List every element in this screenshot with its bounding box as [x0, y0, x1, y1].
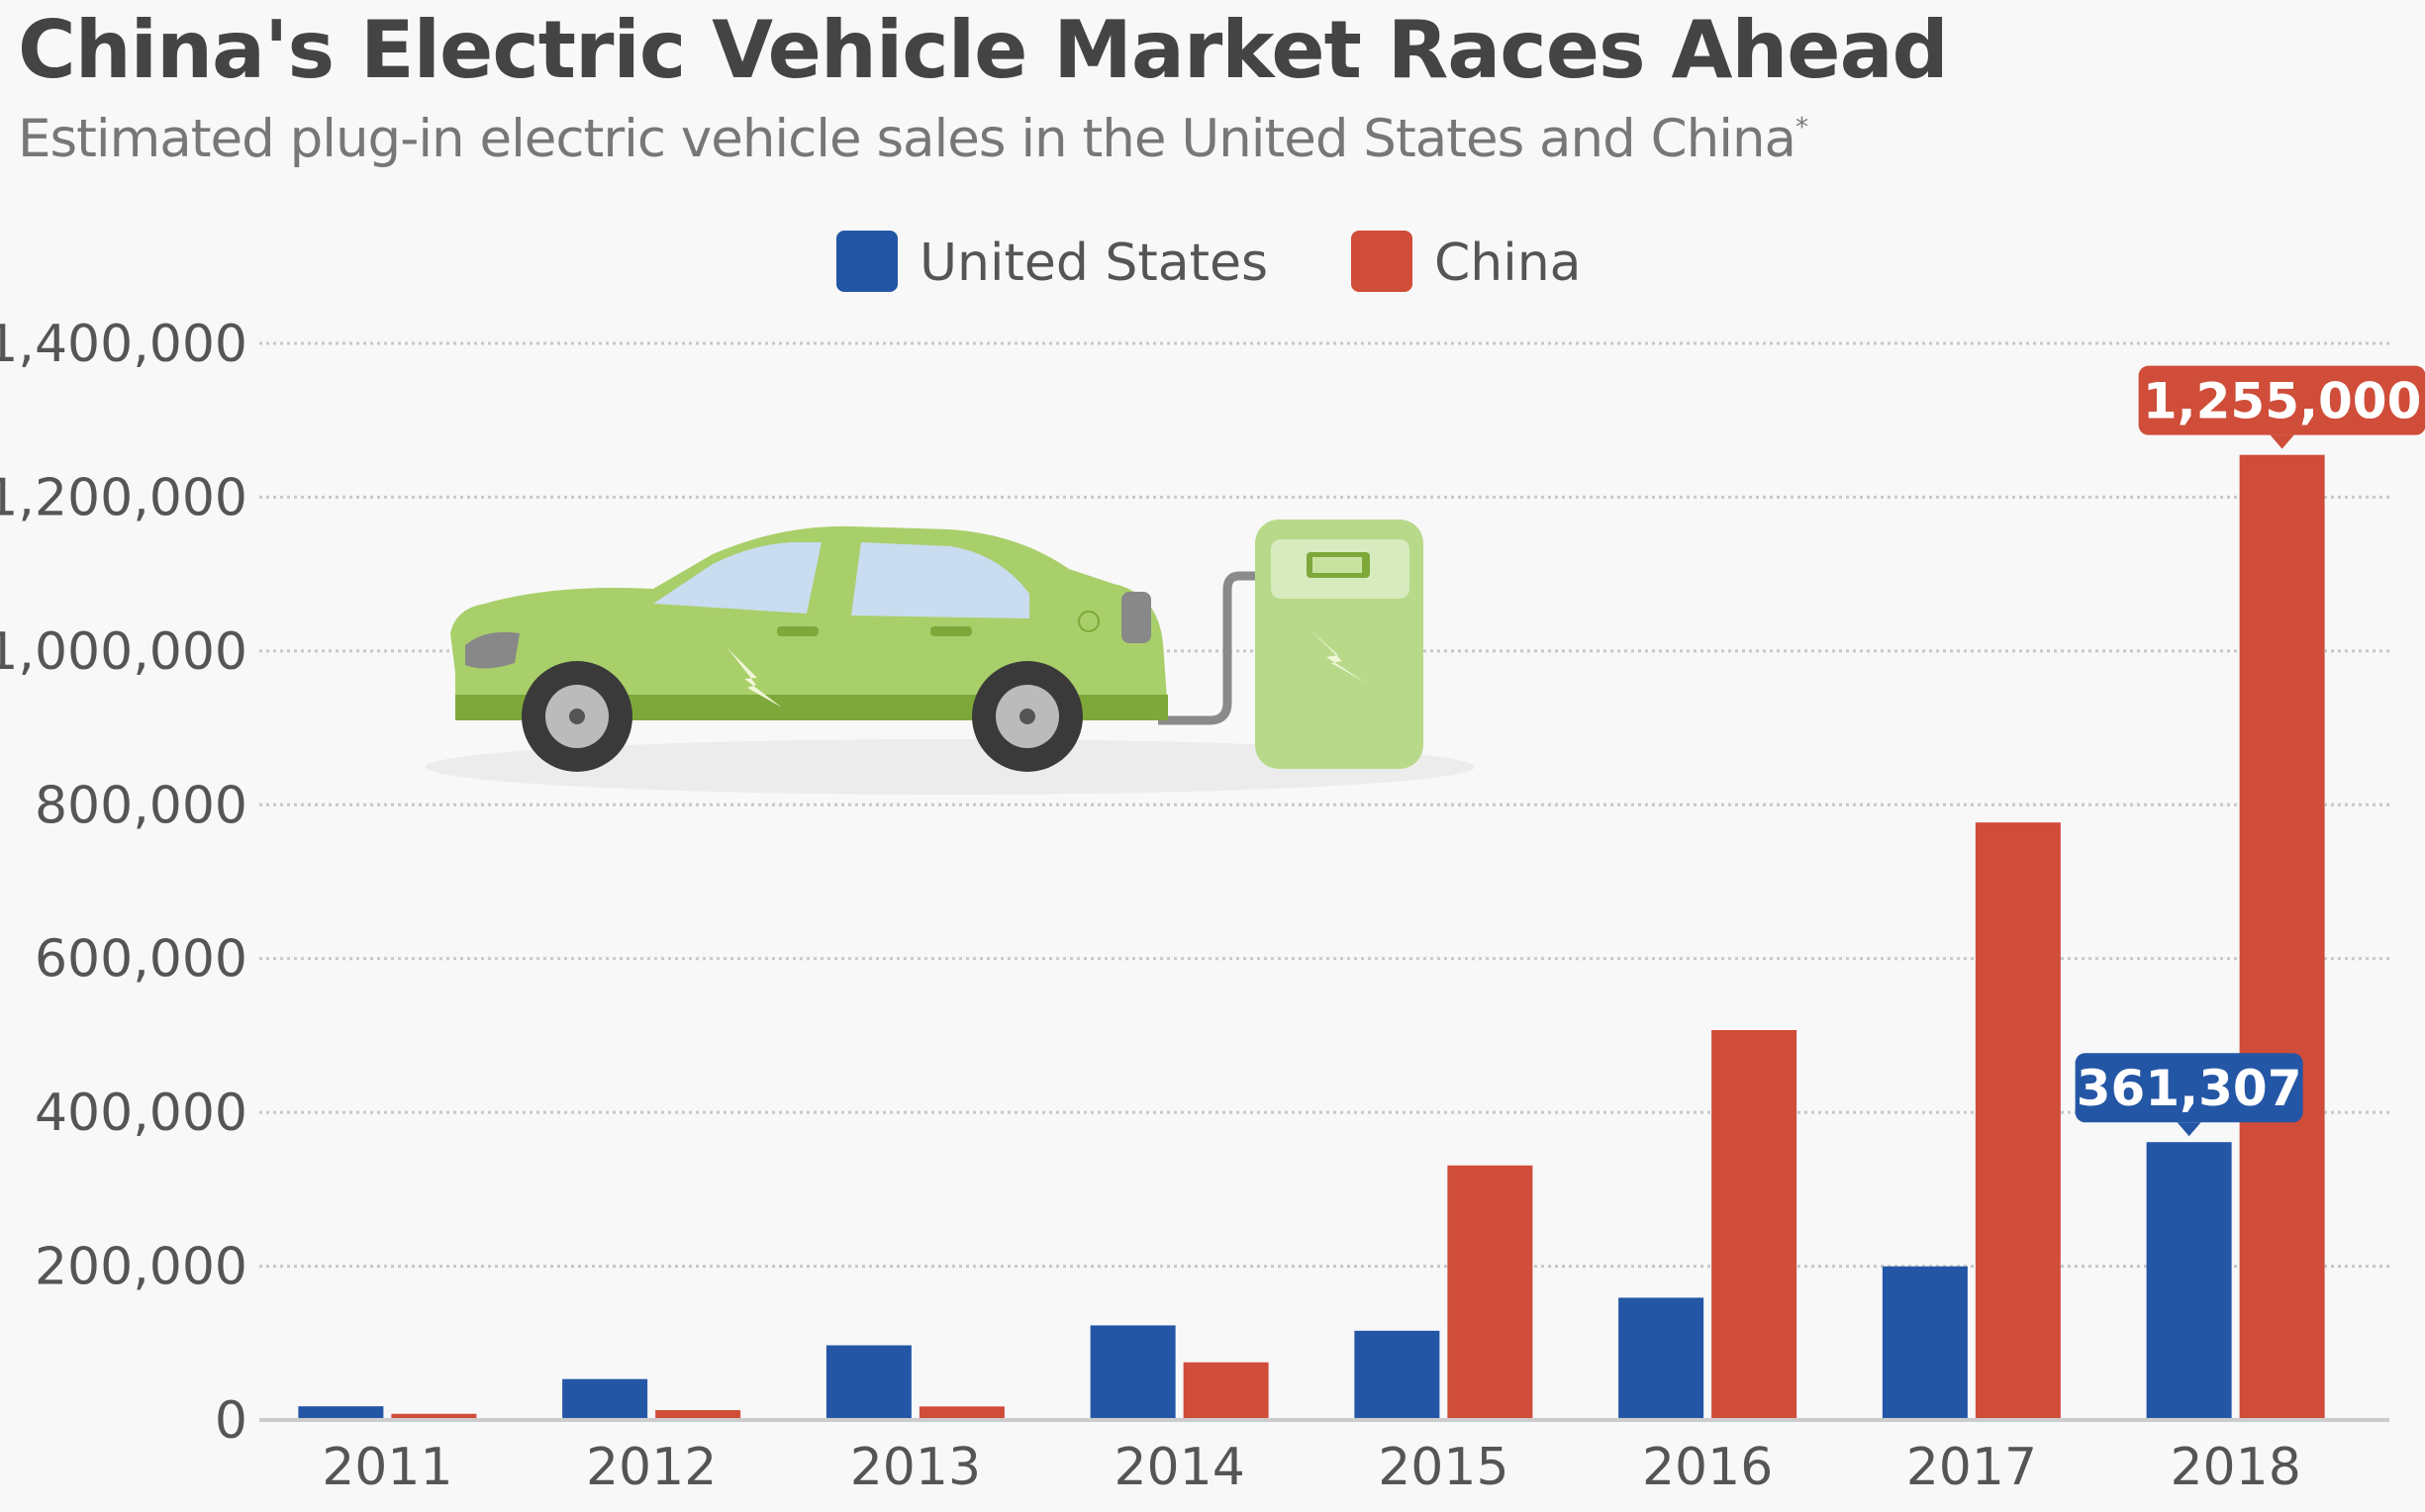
bar-china-2012[interactable]: [655, 1410, 741, 1420]
electric-car-illustration: [426, 520, 1475, 795]
ground-shadow: [426, 739, 1475, 795]
y-tick-label: 600,000: [35, 930, 247, 990]
callout-pointer: [2177, 1122, 2201, 1137]
legend-swatch-us: [836, 231, 898, 292]
callout-china: 1,255,000: [2138, 365, 2425, 449]
y-tick-label: 1,000,000: [0, 622, 247, 682]
legend-swatch-china: [1351, 231, 1412, 292]
value-callouts: 361,307 1,255,000: [2075, 365, 2425, 1137]
callout-pointer: [2270, 434, 2294, 449]
bar-china-2011[interactable]: [391, 1413, 477, 1420]
callout-us: 361,307: [2075, 1053, 2303, 1137]
y-tick-label: 400,000: [35, 1084, 247, 1143]
electric-car-icon: [450, 525, 1168, 772]
y-tick-label: 1,200,000: [0, 468, 247, 527]
x-tick-label: 2016: [1642, 1438, 1773, 1497]
bar-us-2017[interactable]: [1882, 1266, 1968, 1420]
bar-us-2012[interactable]: [562, 1378, 648, 1420]
bar-us-2018[interactable]: [2146, 1142, 2232, 1420]
footnote-mark: *: [1795, 113, 1808, 142]
y-tick-label: 0: [215, 1391, 247, 1451]
legend-label: China: [1434, 234, 1582, 293]
chart-title: China's Electric Vehicle Market Races Ah…: [18, 4, 1949, 96]
bar-us-2015[interactable]: [1354, 1330, 1440, 1420]
bar-china-2018[interactable]: [2239, 454, 2325, 1421]
y-axis-ticks: 0 200,000 400,000 600,000 800,000 1,000,000 1,…: [0, 315, 247, 1451]
bar-us-2014[interactable]: [1090, 1325, 1176, 1420]
bar-us-2011[interactable]: [298, 1406, 384, 1420]
bar-china-2014[interactable]: [1183, 1362, 1269, 1420]
bar-china-2017[interactable]: [1975, 822, 2061, 1420]
bar-china-2016[interactable]: [1711, 1029, 1797, 1420]
x-tick-label: 2014: [1114, 1438, 1244, 1497]
charging-station-icon: [1158, 520, 1423, 769]
callout-box: [2075, 1053, 2303, 1123]
x-tick-label: 2015: [1378, 1438, 1508, 1497]
x-tick-label: 2013: [850, 1438, 981, 1497]
chart-subtitle: Estimated plug-in electric vehicle sales…: [18, 109, 1808, 169]
x-axis-ticks: 2011 2012 2013 2014 2015 2016 2017 2018: [322, 1438, 2301, 1497]
bar-china-2015[interactable]: [1447, 1165, 1533, 1420]
x-tick-label: 2017: [1906, 1438, 2037, 1497]
legend: United States China: [836, 231, 1582, 293]
y-tick-label: 200,000: [35, 1238, 247, 1297]
bar-us-2013[interactable]: [825, 1345, 912, 1420]
bar-us-2016[interactable]: [1618, 1297, 1704, 1420]
callout-box: [2138, 365, 2425, 435]
callout-value: 1,255,000: [2143, 373, 2422, 430]
x-tick-label: 2011: [322, 1438, 452, 1497]
bar-china-2013[interactable]: [919, 1406, 1005, 1420]
y-tick-label: 1,400,000: [0, 315, 247, 374]
legend-label: United States: [920, 234, 1268, 293]
x-tick-label: 2018: [2170, 1438, 2300, 1497]
x-tick-label: 2012: [586, 1438, 717, 1497]
callout-value: 361,307: [2077, 1060, 2302, 1117]
subtitle-text: Estimated plug-in electric vehicle sales…: [18, 109, 1796, 169]
gridlines: [259, 341, 2389, 1269]
y-tick-label: 800,000: [35, 776, 247, 835]
bars: [298, 454, 2325, 1421]
